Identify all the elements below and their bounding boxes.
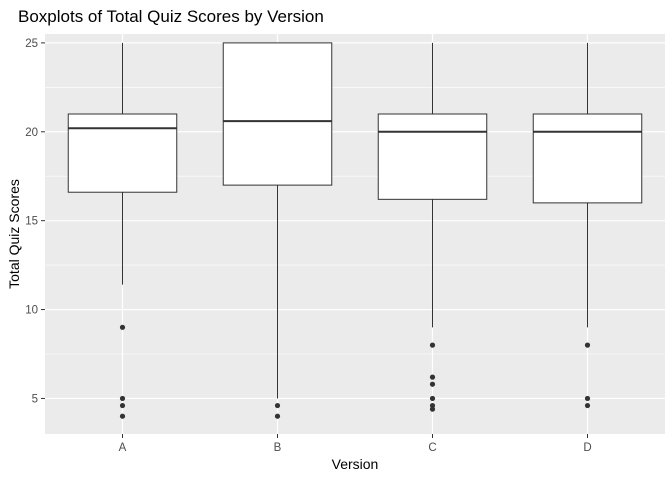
chart-title: Boxplots of Total Quiz Scores by Version xyxy=(18,7,324,26)
outlier-point xyxy=(274,413,281,419)
boxes xyxy=(67,42,643,419)
plot-panel xyxy=(45,34,665,434)
x-tick-label: D xyxy=(583,442,591,454)
outlier-point xyxy=(119,402,126,409)
outlier-point xyxy=(429,381,436,387)
y-axis-title: Total Quiz Scores xyxy=(6,179,22,289)
iqr-box xyxy=(532,113,643,204)
box-A xyxy=(67,42,178,419)
box-C xyxy=(377,42,488,412)
y-tick-label: 20 xyxy=(25,127,38,139)
outlier-point xyxy=(429,406,436,412)
outlier-point xyxy=(584,395,591,402)
y-tick-label: 15 xyxy=(25,216,38,228)
outlier-point xyxy=(429,374,436,380)
y-tick-label: 25 xyxy=(25,38,38,50)
outlier-point xyxy=(429,342,436,348)
outlier-point xyxy=(429,402,436,409)
box-B xyxy=(222,42,333,419)
iqr-box xyxy=(377,113,488,200)
outlier-point xyxy=(429,395,436,402)
box-D xyxy=(532,42,643,409)
y-axis: 5 10 15 20 25 xyxy=(25,38,45,405)
y-tick-label: 10 xyxy=(25,305,38,317)
x-axis: A B C D xyxy=(119,434,592,454)
outlier-point xyxy=(584,402,591,409)
outlier-point xyxy=(119,324,126,330)
outlier-point xyxy=(119,413,126,419)
iqr-box xyxy=(67,113,178,193)
x-tick-label: C xyxy=(428,442,436,454)
x-tick-label: B xyxy=(274,442,282,454)
y-tick-label: 5 xyxy=(32,393,38,405)
x-tick-label: A xyxy=(119,442,127,454)
iqr-box xyxy=(222,42,333,186)
outlier-point xyxy=(274,402,281,409)
outlier-point xyxy=(584,342,591,348)
x-axis-title: Version xyxy=(332,456,379,472)
outlier-point xyxy=(119,395,126,402)
